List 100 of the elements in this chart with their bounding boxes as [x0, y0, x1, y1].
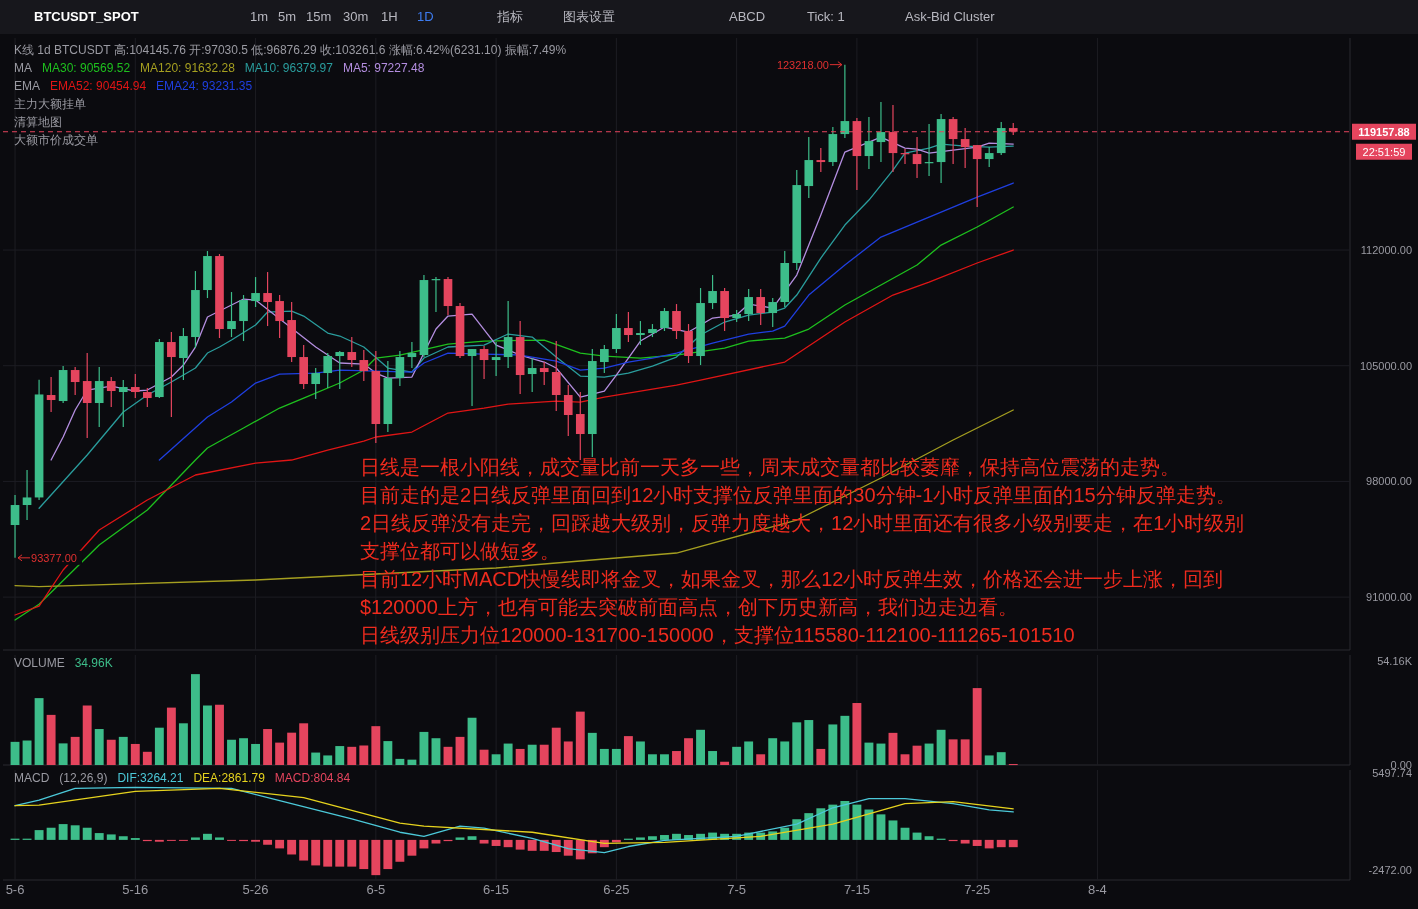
- ref-line-label: 119157.88: [1358, 125, 1410, 138]
- bar: [407, 759, 417, 765]
- text: 22:51:59: [1362, 145, 1406, 158]
- text: ABCD: [729, 9, 766, 24]
- bar: [34, 698, 44, 765]
- text: 1D: [417, 9, 434, 24]
- text: 30m: [343, 9, 369, 24]
- bar: [371, 839, 381, 876]
- candlestick: [118, 379, 128, 428]
- bar: [960, 739, 970, 765]
- candlestick: [10, 494, 20, 559]
- text: EMA52: 90454.94: [50, 79, 147, 93]
- bar: [227, 739, 236, 765]
- bar: [960, 839, 970, 844]
- bar: [888, 820, 898, 840]
- candlestick: [864, 116, 874, 170]
- bar: [275, 839, 285, 849]
- bar: [491, 839, 501, 846]
- bar: [106, 834, 116, 840]
- bar: [178, 723, 188, 765]
- bar: [311, 839, 321, 866]
- bar: [720, 761, 730, 765]
- bar: [491, 754, 501, 765]
- bar: [503, 743, 513, 765]
- bar: [515, 839, 525, 850]
- bar: [696, 729, 705, 765]
- bar: [142, 751, 152, 765]
- candlestick: [551, 340, 561, 412]
- annotation: 主力大额挂单: [14, 97, 86, 111]
- bar: [948, 739, 958, 765]
- y-tick-label: 54.16K: [1377, 655, 1413, 668]
- x-tick-label: 7-15: [843, 882, 870, 897]
- series-label: DIF:3264.21: [117, 771, 184, 785]
- candlestick: [251, 276, 260, 308]
- text: MA30: 90569.52: [42, 61, 131, 75]
- bar: [503, 839, 513, 848]
- bar: [672, 751, 681, 765]
- bar: [972, 688, 982, 765]
- bar: [648, 836, 657, 840]
- chart-subtitle: (12,26,9): [59, 771, 108, 785]
- bar: [924, 836, 934, 840]
- bar: [275, 742, 285, 765]
- bar: [166, 707, 176, 765]
- bar: [58, 743, 68, 765]
- bar: [359, 839, 369, 870]
- bar: [599, 748, 609, 765]
- bar: [972, 839, 982, 846]
- bar: [323, 755, 333, 765]
- bar: [684, 738, 693, 765]
- chart-title: MACD: [14, 771, 50, 785]
- bar: [732, 746, 742, 765]
- bar: [587, 732, 597, 765]
- bar: [94, 729, 104, 765]
- candlestick: [179, 327, 188, 381]
- candlestick: [70, 366, 80, 396]
- bar: [635, 837, 645, 840]
- x-tick-label: 8-4: [1088, 882, 1107, 897]
- candlestick: [227, 291, 236, 338]
- annotation: 日线是一根小阳线，成交量比前一天多一些，周末成交量都比较萎靡，保持高位震荡的走势。: [360, 455, 1181, 480]
- candlestick: [636, 320, 645, 346]
- bar: [852, 703, 862, 765]
- y-tick-label: -2472.00: [1368, 863, 1412, 876]
- x-tick-label: 6-5: [366, 882, 386, 897]
- candlestick: [142, 387, 152, 408]
- text: MA120: 91632.28: [140, 61, 236, 75]
- bar: [876, 814, 886, 840]
- bar: [407, 839, 417, 856]
- bar: [287, 732, 297, 765]
- bar: [215, 837, 224, 840]
- bar: [359, 745, 369, 765]
- bar: [371, 726, 381, 765]
- bar: [82, 705, 92, 765]
- bar: [888, 732, 898, 765]
- text: 15m: [306, 9, 332, 24]
- bar: [575, 711, 585, 765]
- text: MACD:804.84: [274, 771, 351, 785]
- candlestick: [407, 341, 417, 369]
- candlestick: [323, 352, 333, 389]
- bar: [118, 836, 128, 840]
- bar: [539, 744, 549, 765]
- bar: [840, 800, 850, 840]
- bar: [203, 833, 212, 840]
- bar: [1008, 839, 1018, 848]
- candlestick: [660, 307, 669, 332]
- bar: [563, 741, 573, 765]
- bar: [347, 839, 357, 867]
- bar: [804, 813, 814, 840]
- bar: [515, 748, 525, 765]
- bar: [130, 743, 140, 765]
- bar: [467, 836, 477, 840]
- candlestick: [612, 313, 621, 354]
- bar: [70, 825, 80, 840]
- bar: [479, 749, 489, 765]
- bar: [648, 754, 657, 765]
- text: 1H: [381, 9, 398, 24]
- bar: [660, 754, 669, 765]
- bar: [383, 741, 393, 765]
- bar: [563, 839, 573, 856]
- candlestick: [359, 349, 369, 382]
- bar: [816, 808, 826, 840]
